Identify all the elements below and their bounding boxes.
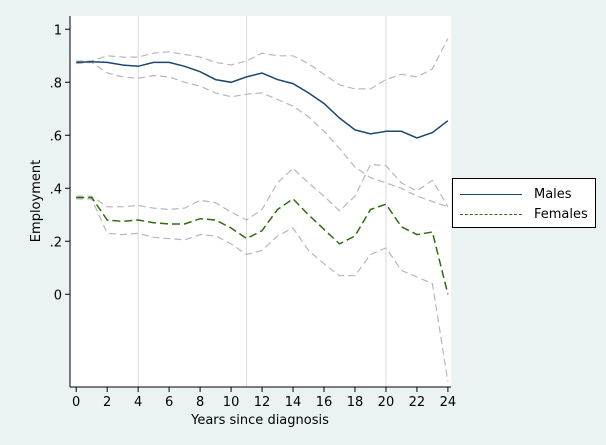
series-line-females [76,196,449,295]
x-tick-label: 14 [285,395,302,410]
ci-upper-line-females [76,163,449,221]
y-tick-label: 1 [54,23,62,38]
x-tick-label: 6 [165,395,173,410]
x-tick-label: 18 [347,395,364,410]
x-tick-label: 10 [223,395,240,410]
legend-item-males: Males [460,185,572,203]
legend-label-males: Males [534,186,572,202]
x-axis-label: Years since diagnosis [190,413,329,428]
ci-lower-line-males [76,61,449,208]
x-tick-label: 12 [254,395,271,410]
x-tick-label: 16 [316,395,333,410]
ci-upper-line-males [76,38,449,90]
x-tick-label: 24 [440,395,457,410]
x-tick-label: 2 [103,395,111,410]
series-line-males [76,61,449,139]
y-tick-label: .6 [50,129,62,144]
legend-item-females: Females [460,205,588,223]
x-tick-label: 22 [409,395,426,410]
legend-swatch-males [460,193,522,195]
x-tick-label: 4 [134,395,142,410]
y-tick-label: 0 [54,288,62,303]
y-tick-label: .8 [50,76,62,91]
y-tick-label: .4 [50,182,62,197]
legend-swatch-females [460,213,522,215]
legend-label-females: Females [534,206,588,222]
chart-legend: Males Females [452,178,596,228]
ci-lower-line-females [76,198,449,382]
y-axis-label: Employment [29,160,44,242]
x-tick-label: 8 [196,395,204,410]
y-tick-label: .2 [50,235,62,250]
plot-area [70,16,451,387]
x-tick-label: 20 [378,395,395,410]
x-tick-label: 0 [72,395,80,410]
